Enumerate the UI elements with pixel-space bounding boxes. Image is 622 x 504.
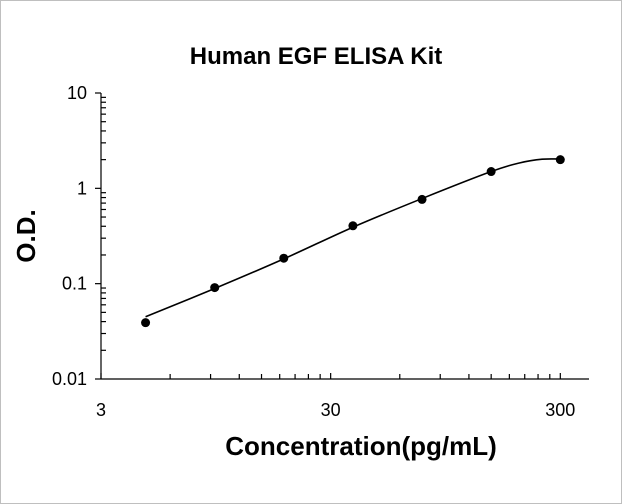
data-point <box>348 221 358 231</box>
data-point <box>279 253 289 263</box>
y-tick-label: 0.1 <box>62 274 87 294</box>
fit-curve <box>145 158 561 318</box>
axes <box>100 93 589 380</box>
x-tick-label: 300 <box>545 400 575 420</box>
data-point <box>141 318 151 328</box>
data-points <box>141 155 565 328</box>
chart-title: Human EGF ELISA Kit <box>190 43 442 70</box>
x-tick-label: 3 <box>96 400 106 420</box>
y-tick-labels: 0.01 0.1 1 10 <box>52 83 87 389</box>
data-point <box>486 167 496 177</box>
y-tick-label: 1 <box>77 178 87 198</box>
x-tick-label: 30 <box>321 400 341 420</box>
y-tick-label: 0.01 <box>52 369 87 389</box>
y-tick-label: 10 <box>67 83 87 103</box>
x-axis-label: Concentration(pg/mL) <box>225 431 497 461</box>
y-ticks <box>95 92 106 380</box>
x-ticks <box>100 373 561 379</box>
data-point <box>210 283 220 293</box>
y-axis-label: O.D. <box>11 209 41 262</box>
data-point <box>417 194 427 204</box>
x-tick-labels: 3 30 300 <box>96 400 575 420</box>
data-point <box>555 155 565 165</box>
